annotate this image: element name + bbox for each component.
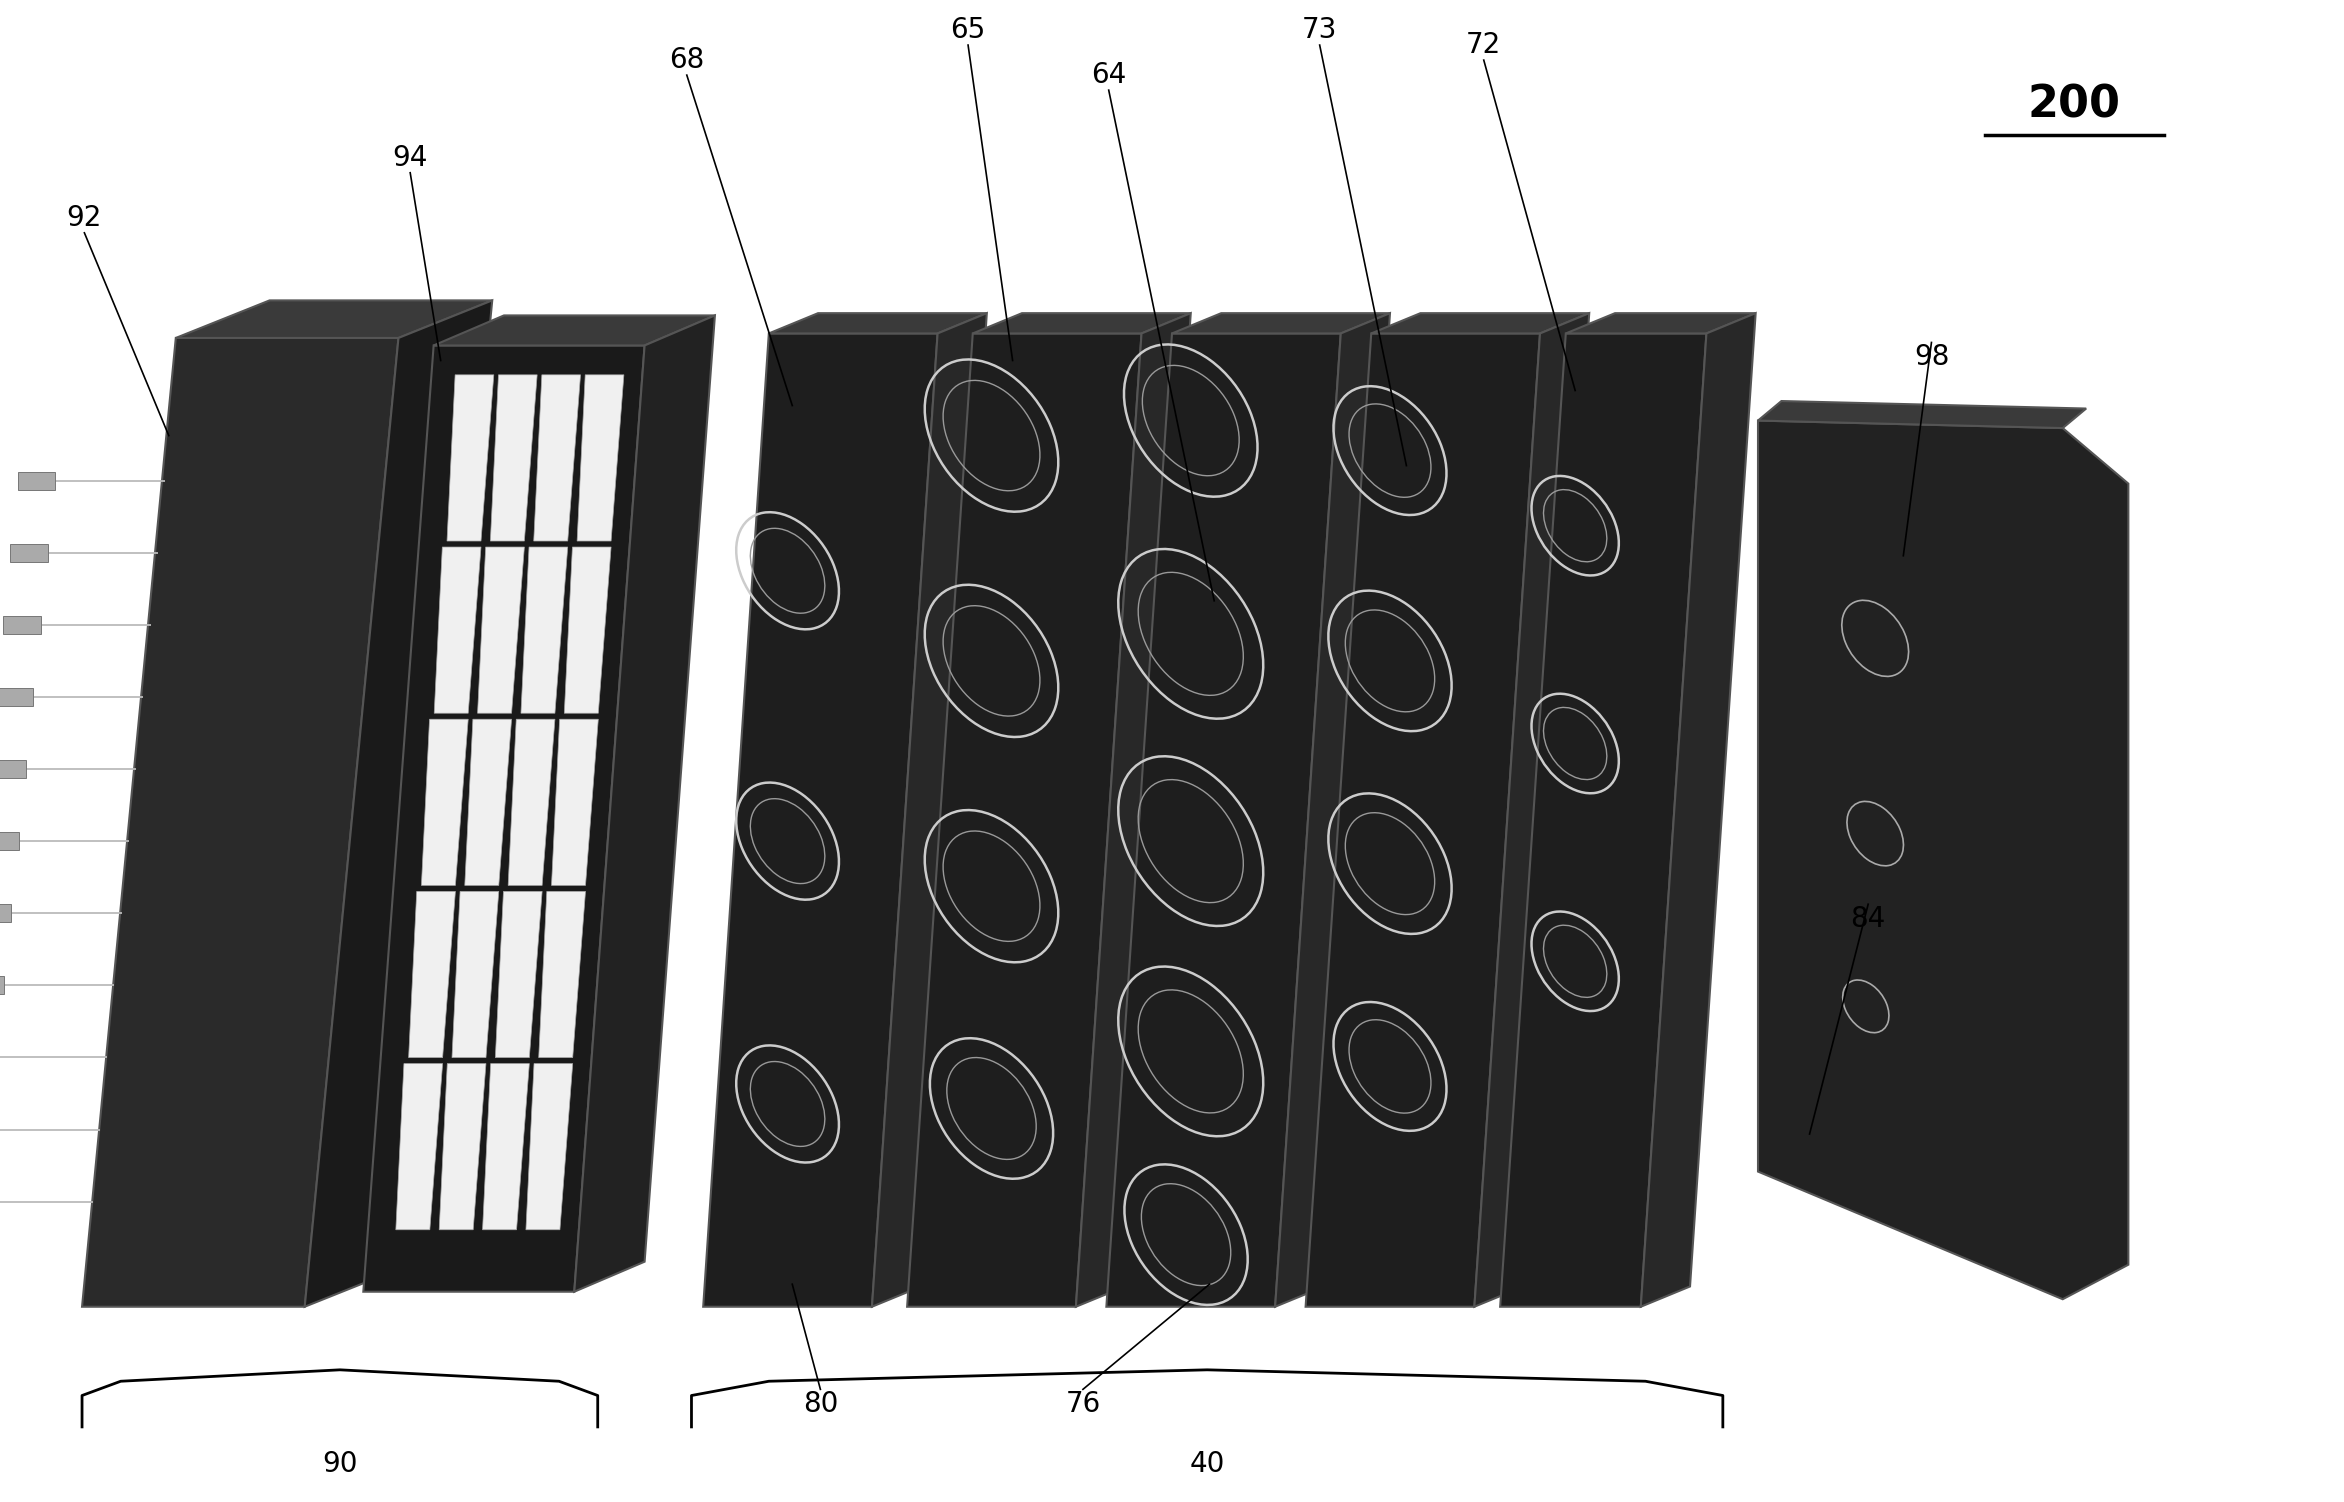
- Polygon shape: [82, 338, 398, 1307]
- Polygon shape: [0, 688, 33, 706]
- Polygon shape: [0, 760, 26, 778]
- Polygon shape: [434, 547, 481, 713]
- Polygon shape: [1371, 312, 1589, 333]
- Polygon shape: [452, 891, 499, 1057]
- Polygon shape: [520, 547, 567, 713]
- Text: 73: 73: [1301, 17, 1338, 44]
- Polygon shape: [534, 376, 581, 541]
- Polygon shape: [495, 891, 541, 1057]
- Polygon shape: [525, 1063, 572, 1230]
- Polygon shape: [551, 719, 598, 885]
- Polygon shape: [539, 891, 586, 1057]
- Polygon shape: [396, 1063, 443, 1230]
- Polygon shape: [1275, 312, 1390, 1307]
- Text: 68: 68: [668, 47, 706, 74]
- Text: 64: 64: [1090, 62, 1127, 89]
- Text: 65: 65: [949, 17, 987, 44]
- Polygon shape: [577, 376, 624, 541]
- Polygon shape: [478, 547, 525, 713]
- Text: 72: 72: [1465, 32, 1503, 59]
- Polygon shape: [408, 891, 455, 1057]
- Text: 92: 92: [66, 204, 103, 231]
- Polygon shape: [422, 719, 469, 885]
- Polygon shape: [16, 472, 54, 490]
- Text: 80: 80: [802, 1391, 839, 1418]
- Text: 200: 200: [2028, 84, 2121, 126]
- Polygon shape: [0, 976, 5, 994]
- Polygon shape: [483, 1063, 530, 1230]
- Polygon shape: [434, 315, 715, 345]
- Polygon shape: [565, 547, 612, 713]
- Polygon shape: [703, 333, 938, 1307]
- Polygon shape: [464, 719, 511, 885]
- Text: 76: 76: [1064, 1391, 1102, 1418]
- Text: 90: 90: [321, 1451, 359, 1478]
- Polygon shape: [1758, 401, 2086, 428]
- Polygon shape: [176, 300, 492, 338]
- Text: 84: 84: [1849, 906, 1887, 933]
- Polygon shape: [872, 312, 987, 1307]
- Polygon shape: [1641, 312, 1756, 1307]
- Polygon shape: [0, 832, 19, 850]
- Polygon shape: [509, 719, 556, 885]
- Polygon shape: [305, 300, 492, 1307]
- Polygon shape: [2, 616, 40, 634]
- Polygon shape: [9, 544, 47, 562]
- Polygon shape: [438, 1063, 485, 1230]
- Polygon shape: [1076, 312, 1191, 1307]
- Text: 94: 94: [391, 144, 429, 171]
- Polygon shape: [1566, 312, 1756, 333]
- Polygon shape: [1474, 312, 1589, 1307]
- Text: 40: 40: [1188, 1451, 1226, 1478]
- Polygon shape: [574, 315, 715, 1292]
- Polygon shape: [1500, 333, 1706, 1307]
- Polygon shape: [769, 312, 987, 333]
- Polygon shape: [1172, 312, 1390, 333]
- Polygon shape: [448, 376, 495, 541]
- Polygon shape: [1758, 421, 2128, 1299]
- Text: 98: 98: [1913, 344, 1950, 371]
- Polygon shape: [1106, 333, 1341, 1307]
- Polygon shape: [907, 333, 1142, 1307]
- Polygon shape: [973, 312, 1191, 333]
- Polygon shape: [490, 376, 537, 541]
- Polygon shape: [363, 345, 645, 1292]
- Polygon shape: [1306, 333, 1540, 1307]
- Polygon shape: [0, 904, 12, 922]
